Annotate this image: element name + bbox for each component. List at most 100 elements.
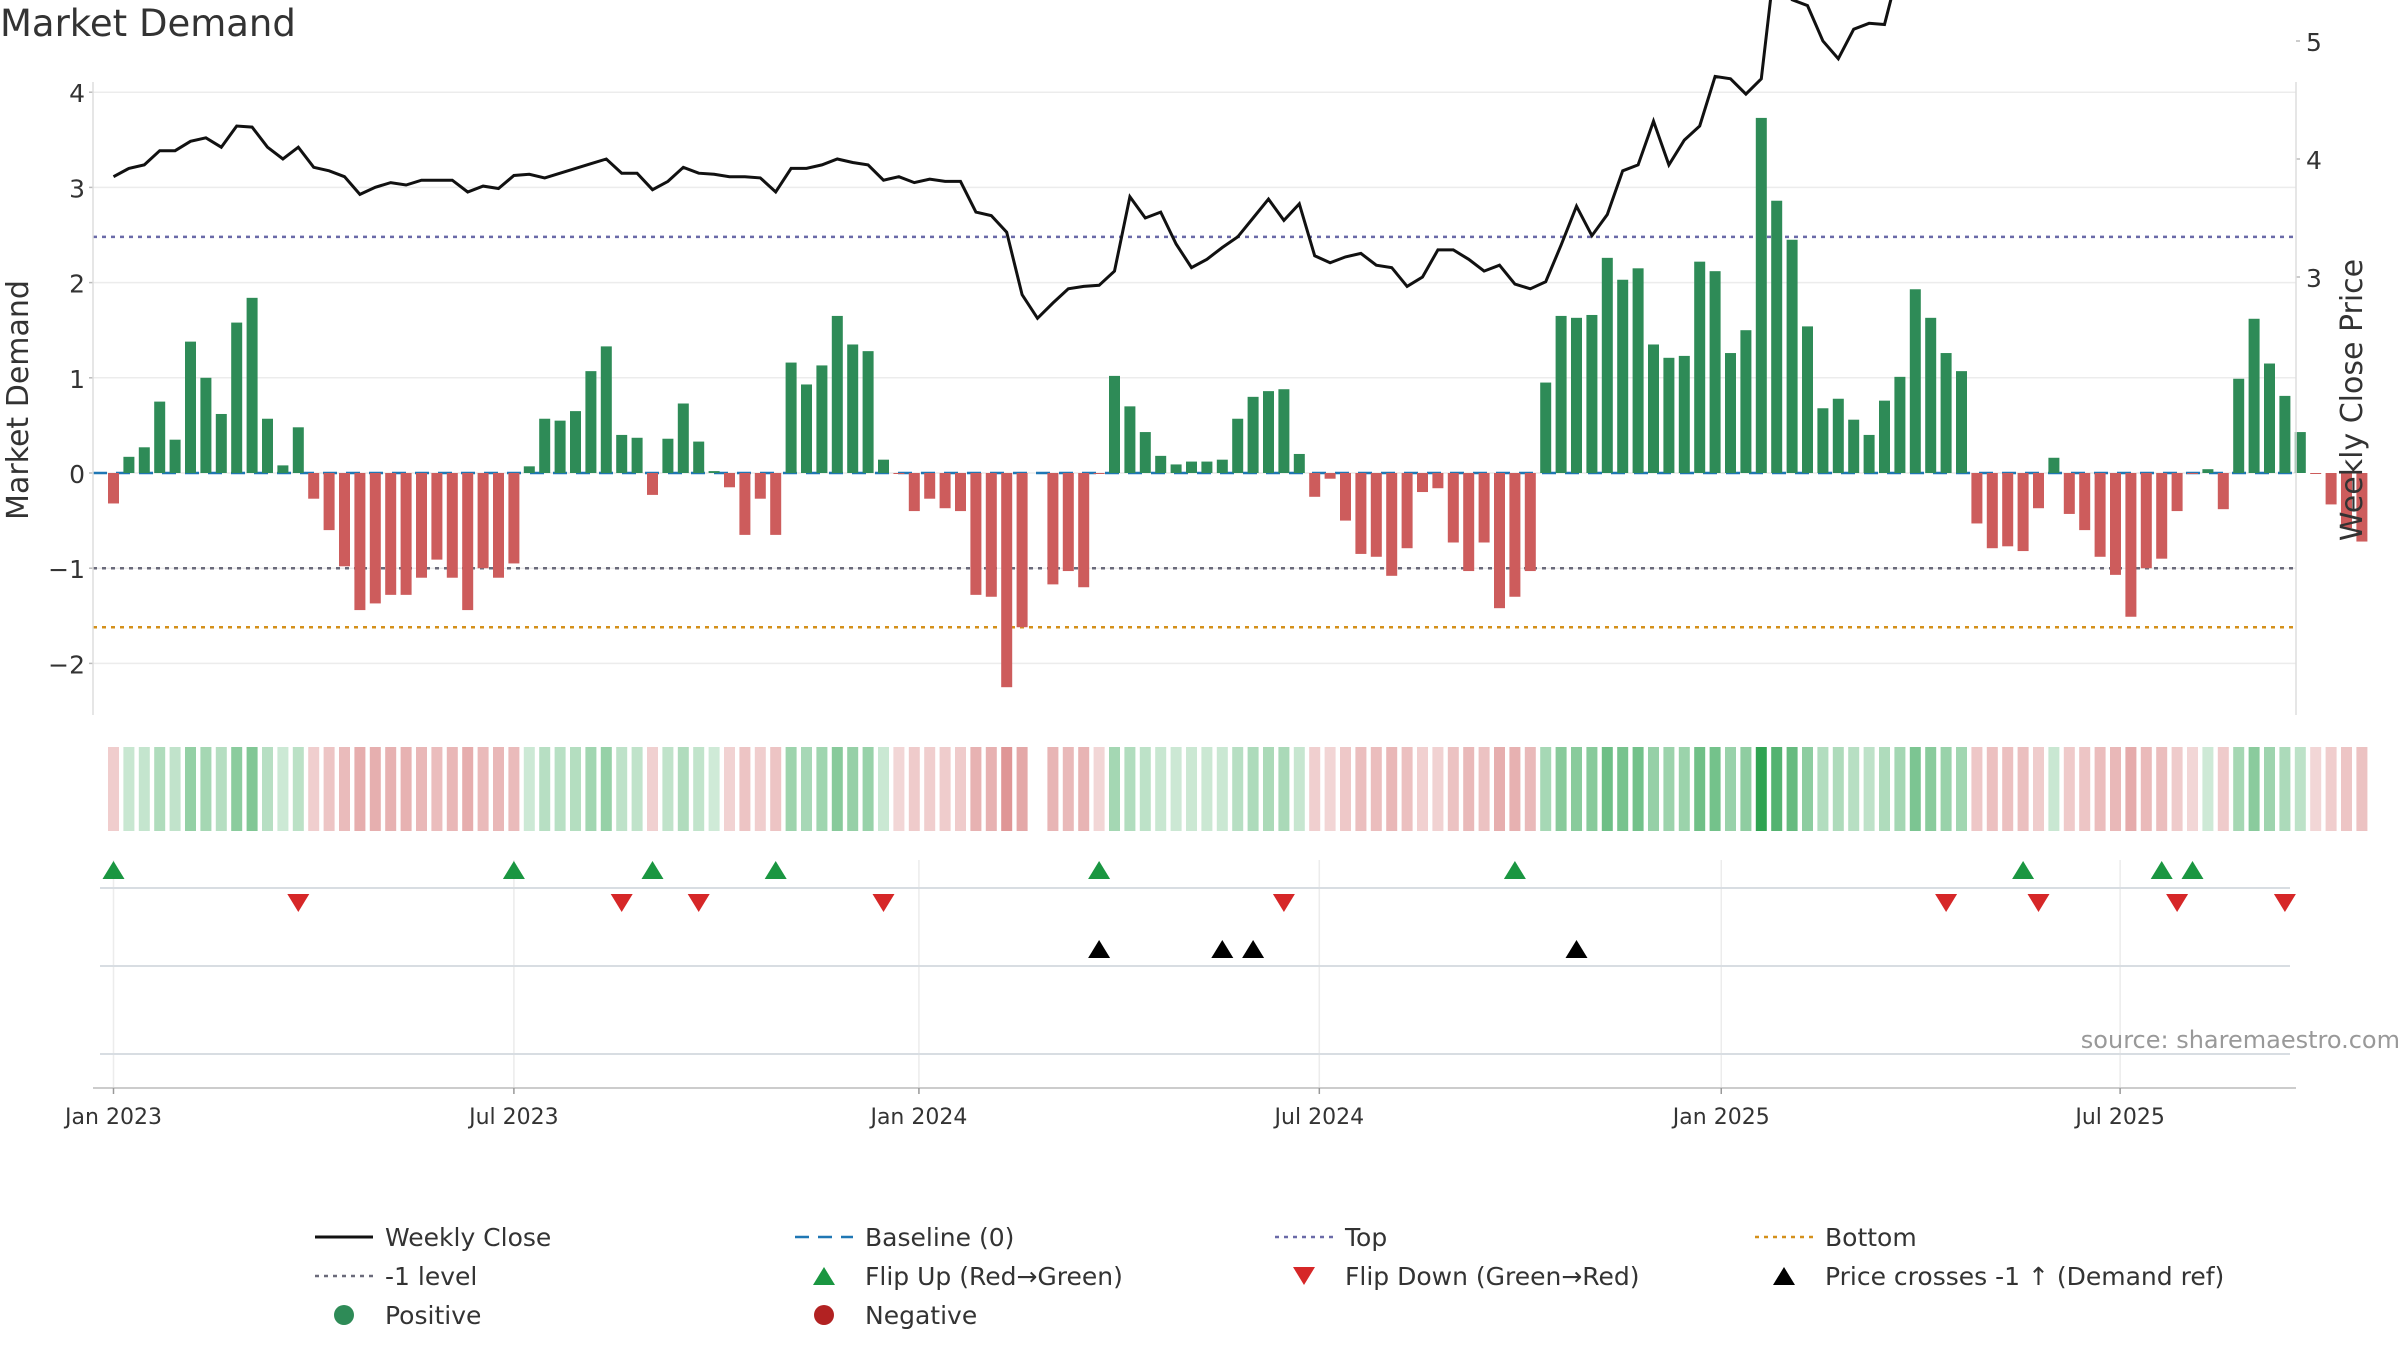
flip-down-marker	[2027, 894, 2050, 912]
heat-cell	[1832, 747, 1844, 831]
demand-bar	[1370, 473, 1382, 557]
demand-bar	[2094, 473, 2106, 557]
demand-bar	[1016, 473, 1028, 628]
demand-bar	[2310, 473, 2322, 474]
x-tick-label: Jul 2025	[2073, 1105, 2165, 1130]
heat-cell	[2325, 747, 2337, 831]
heat-cell	[169, 747, 181, 831]
demand-bar	[724, 473, 735, 488]
heat-cell	[785, 747, 797, 831]
heat-cell	[1555, 747, 1567, 831]
demand-bar	[400, 473, 412, 595]
heat-cell	[2017, 747, 2029, 831]
demand-bar	[2140, 473, 2152, 569]
demand-bar	[1755, 117, 1767, 474]
heat-cell	[1648, 747, 1659, 831]
heat-cell	[400, 747, 412, 831]
flip-up-marker	[2150, 861, 2173, 879]
heat-cell	[1478, 747, 1490, 831]
demand-bar	[1494, 473, 1505, 609]
heat-cell	[2125, 747, 2137, 831]
heat-cell	[369, 747, 381, 831]
heat-cell	[1278, 747, 1290, 831]
demand-bar	[2356, 473, 2368, 542]
price-cross-marker	[1211, 940, 1234, 958]
legend-label: Positive	[385, 1301, 481, 1330]
demand-bar	[2233, 378, 2245, 473]
demand-bar	[770, 473, 782, 535]
legend-label: Weekly Close	[385, 1223, 551, 1252]
x-tick-label: Jan 2025	[1671, 1105, 1770, 1130]
demand-bar	[1771, 200, 1783, 473]
demand-bar	[1832, 398, 1844, 473]
heat-cell	[1386, 747, 1398, 831]
demand-bar	[262, 418, 273, 473]
y-tick-label: −2	[48, 650, 85, 679]
demand-bar	[970, 473, 982, 595]
heat-cell	[277, 747, 289, 831]
demand-bar	[539, 418, 551, 473]
demand-bar	[1663, 357, 1675, 473]
demand-bar	[1586, 314, 1598, 473]
heat-cell	[2356, 747, 2368, 831]
legend-item: Flip Up (Red→Green)	[813, 1262, 1123, 1291]
heat-cell	[2002, 747, 2014, 831]
demand-bar	[2341, 473, 2352, 529]
heat-cell	[138, 747, 150, 831]
legend-swatch	[334, 1305, 354, 1325]
demand-bar	[1863, 434, 1875, 473]
demand-bar	[369, 473, 381, 604]
flip-down-marker	[2166, 894, 2189, 912]
heat-cell	[185, 747, 196, 831]
heat-cell	[600, 747, 612, 831]
y2-axis-label: Weekly Close Price	[2335, 259, 2370, 541]
heat-cell	[1786, 747, 1798, 831]
heat-cell	[1694, 747, 1706, 831]
heat-cell	[1139, 747, 1151, 831]
demand-bar	[1986, 473, 1998, 549]
demand-bar	[878, 459, 889, 473]
demand-bar	[2171, 473, 2183, 512]
heat-cell	[1817, 747, 1829, 831]
heat-cell	[693, 747, 705, 831]
demand-bar	[955, 473, 966, 512]
demand-bar	[616, 434, 628, 473]
flip-up-marker	[764, 861, 787, 879]
heat-cell	[1047, 747, 1059, 831]
heat-cell	[2341, 747, 2352, 831]
heat-cell	[770, 747, 782, 831]
flip-down-marker	[1272, 894, 1295, 912]
flip-down-marker	[1935, 894, 1958, 912]
heat-cell	[446, 747, 458, 831]
heat-cell	[1155, 747, 1167, 831]
heat-cell	[1894, 747, 1906, 831]
demand-heat-strip	[108, 747, 2368, 831]
demand-bar	[1078, 473, 1090, 588]
demand-bar	[1971, 473, 1983, 524]
legend-label: Bottom	[1825, 1223, 1917, 1252]
heat-cell	[1463, 747, 1475, 831]
demand-bar	[1879, 400, 1890, 473]
demand-bar	[785, 362, 797, 473]
demand-bar	[1725, 353, 1736, 473]
demand-bar	[246, 297, 258, 473]
heat-cell	[523, 747, 535, 831]
heat-cell	[1263, 747, 1274, 831]
y-tick-label: 3	[69, 174, 85, 203]
demand-bar	[1894, 376, 1906, 473]
demand-bar	[2264, 363, 2275, 473]
legend-label: Top	[1344, 1223, 1387, 1252]
demand-bar	[1001, 473, 1013, 688]
heat-cell	[2156, 747, 2168, 831]
y-tick-label: 2	[69, 270, 85, 299]
heat-cell	[2217, 747, 2229, 831]
demand-bar	[2279, 395, 2291, 473]
heat-cell	[2233, 747, 2245, 831]
heat-cell	[939, 747, 951, 831]
heat-cell	[231, 747, 243, 831]
y-tick-label: −1	[48, 555, 85, 584]
legend-item: Price crosses -1 ↑ (Demand ref)	[1773, 1262, 2224, 1291]
demand-bar	[893, 473, 905, 474]
